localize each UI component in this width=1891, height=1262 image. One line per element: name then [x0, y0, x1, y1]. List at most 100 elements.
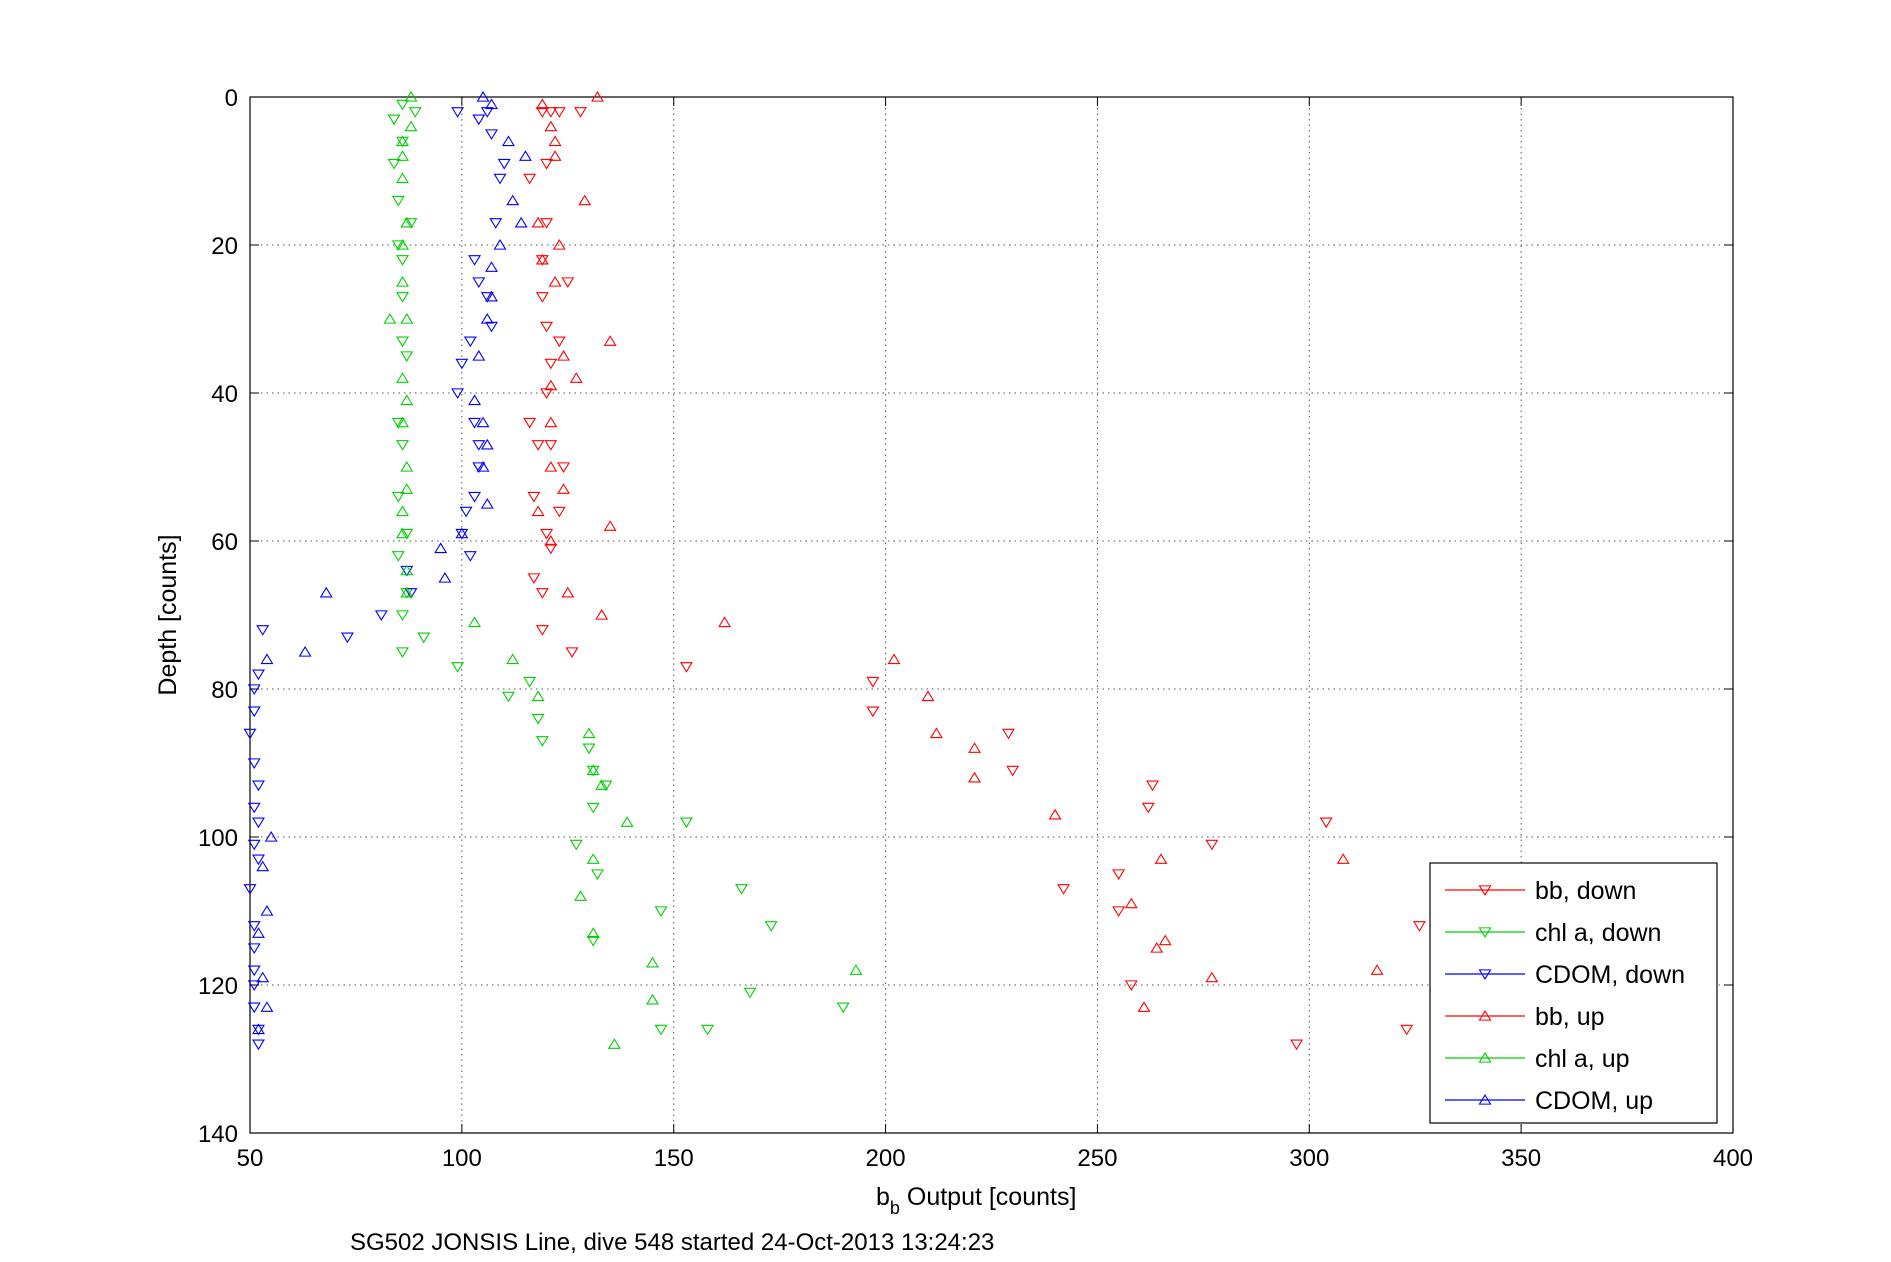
data-point	[531, 216, 545, 228]
data-point	[646, 956, 660, 968]
data-point	[548, 275, 562, 287]
legend-box	[1429, 862, 1718, 1124]
data-point	[535, 107, 549, 118]
data-point	[400, 216, 414, 228]
data-point	[400, 528, 414, 540]
data-point	[531, 505, 545, 517]
caption: SG502 JONSIS Line, dive 548 started 24-O…	[350, 1229, 994, 1256]
data-point	[476, 460, 490, 472]
data-point	[565, 647, 579, 659]
data-point	[540, 528, 554, 540]
data-point	[1001, 728, 1015, 740]
data-point	[251, 780, 265, 792]
data-point	[404, 120, 418, 132]
data-point	[485, 129, 498, 141]
data-point	[1158, 934, 1172, 946]
x-axis-label-rest: Output [counts]	[900, 1183, 1077, 1211]
data-point	[646, 993, 660, 1005]
data-point	[552, 238, 566, 250]
data-point	[1146, 780, 1159, 792]
data-point	[735, 884, 748, 895]
data-point	[574, 107, 587, 118]
data-point	[561, 277, 575, 289]
data-point	[396, 416, 410, 428]
data-point	[463, 551, 477, 562]
legend-marker	[1478, 1093, 1492, 1105]
data-point	[243, 728, 257, 740]
data-point	[540, 388, 554, 400]
data-point	[535, 292, 549, 303]
data-point	[578, 194, 592, 206]
data-point	[527, 573, 541, 585]
data-point	[468, 491, 482, 503]
data-point	[1006, 765, 1020, 777]
data-point	[544, 358, 558, 370]
series-chl-a-up	[383, 90, 863, 1049]
data-point	[557, 483, 571, 494]
data-point	[391, 417, 405, 429]
data-point	[247, 921, 261, 932]
legend-label: chl a, up	[1535, 1045, 1630, 1073]
data-point	[472, 277, 486, 289]
data-point	[472, 349, 486, 361]
data-point	[921, 690, 935, 702]
x-tick-label: 350	[1501, 1145, 1541, 1172]
data-point	[590, 90, 604, 102]
data-point	[396, 99, 410, 111]
data-point	[247, 802, 261, 814]
data-point	[396, 255, 410, 266]
data-point	[256, 971, 270, 983]
data-point	[400, 483, 414, 494]
data-point	[256, 625, 270, 636]
series-bb-up	[531, 90, 1384, 1012]
data-point	[374, 610, 388, 622]
data-point	[404, 218, 418, 229]
y-tick-label: 100	[198, 825, 238, 852]
data-point	[468, 394, 482, 406]
data-point	[557, 349, 571, 361]
data-point	[451, 107, 465, 118]
data-point	[493, 238, 507, 250]
data-point	[582, 743, 596, 755]
data-point	[480, 312, 494, 324]
data-point	[586, 853, 600, 864]
data-point	[866, 706, 880, 718]
data-point	[595, 608, 609, 620]
data-point	[590, 869, 604, 881]
data-point	[1290, 1039, 1304, 1051]
data-point	[506, 194, 520, 206]
data-point	[387, 158, 401, 170]
data-point	[501, 691, 515, 703]
data-point	[417, 632, 431, 644]
y-tick-label: 20	[211, 233, 238, 260]
data-point	[620, 816, 634, 827]
data-point	[251, 669, 265, 681]
data-point	[548, 135, 562, 147]
data-point	[514, 216, 528, 228]
data-point	[468, 417, 482, 429]
data-point	[396, 135, 410, 147]
y-tick-label: 60	[211, 529, 238, 556]
data-point	[603, 520, 617, 531]
data-point	[404, 90, 418, 102]
data-point	[459, 506, 473, 518]
data-point	[408, 107, 422, 118]
data-point	[387, 114, 401, 126]
data-point	[396, 336, 410, 348]
data-point	[523, 173, 537, 185]
data-point	[552, 107, 566, 118]
data-point	[256, 860, 270, 872]
data-point	[476, 90, 490, 102]
data-point	[493, 173, 507, 185]
y-axis-label: Depth [counts]	[154, 534, 182, 695]
data-point	[260, 653, 274, 665]
data-point	[497, 158, 511, 170]
data-point	[544, 107, 558, 118]
data-point	[595, 779, 609, 790]
data-point	[247, 1002, 261, 1014]
legend-entries: bb, down chl a, down CDOM, down bb, up chl a…	[1445, 877, 1685, 1115]
data-point	[396, 150, 410, 161]
data-point	[480, 497, 494, 509]
data-point	[404, 588, 418, 599]
data-point	[1319, 817, 1333, 829]
